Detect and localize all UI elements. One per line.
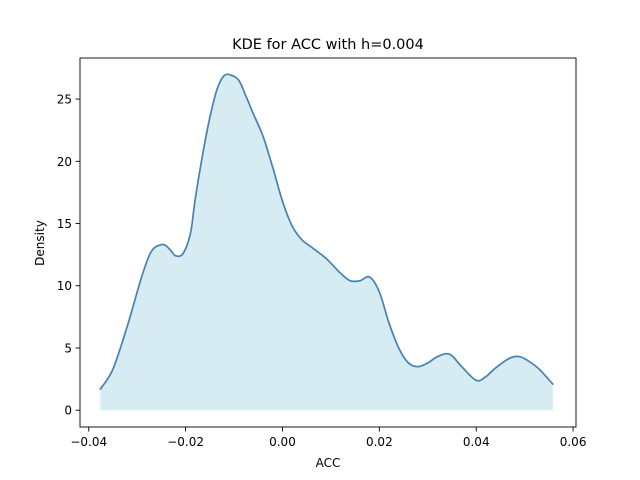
y-tick-label: 0: [64, 404, 72, 418]
x-axis-ticks: −0.04 −0.02 0.00 0.02 0.04 0.06: [70, 427, 586, 449]
y-tick-label: 10: [57, 279, 72, 293]
x-tick-label: 0.02: [366, 435, 393, 449]
y-tick-label: 25: [57, 93, 72, 107]
plot-area: [79, 57, 577, 428]
y-axis-ticks: 0 5 10 15 20 25: [57, 93, 80, 418]
x-tick-label: 0.06: [560, 435, 587, 449]
x-tick-label: −0.04: [70, 435, 107, 449]
y-tick-label: 5: [64, 341, 72, 355]
axes-frame: [79, 57, 577, 428]
y-axis-label: Density: [33, 220, 47, 266]
chart-title: KDE for ACC with h=0.004: [232, 37, 424, 53]
x-tick-label: 0.00: [269, 435, 296, 449]
y-tick-label: 15: [57, 217, 72, 231]
kde-area-fill: [100, 74, 553, 411]
x-tick-label: −0.02: [167, 435, 204, 449]
kde-series-line: [99, 73, 554, 390]
y-tick-label: 20: [57, 155, 72, 169]
x-axis-label: ACC: [316, 456, 341, 470]
x-tick-label: 0.04: [463, 435, 490, 449]
